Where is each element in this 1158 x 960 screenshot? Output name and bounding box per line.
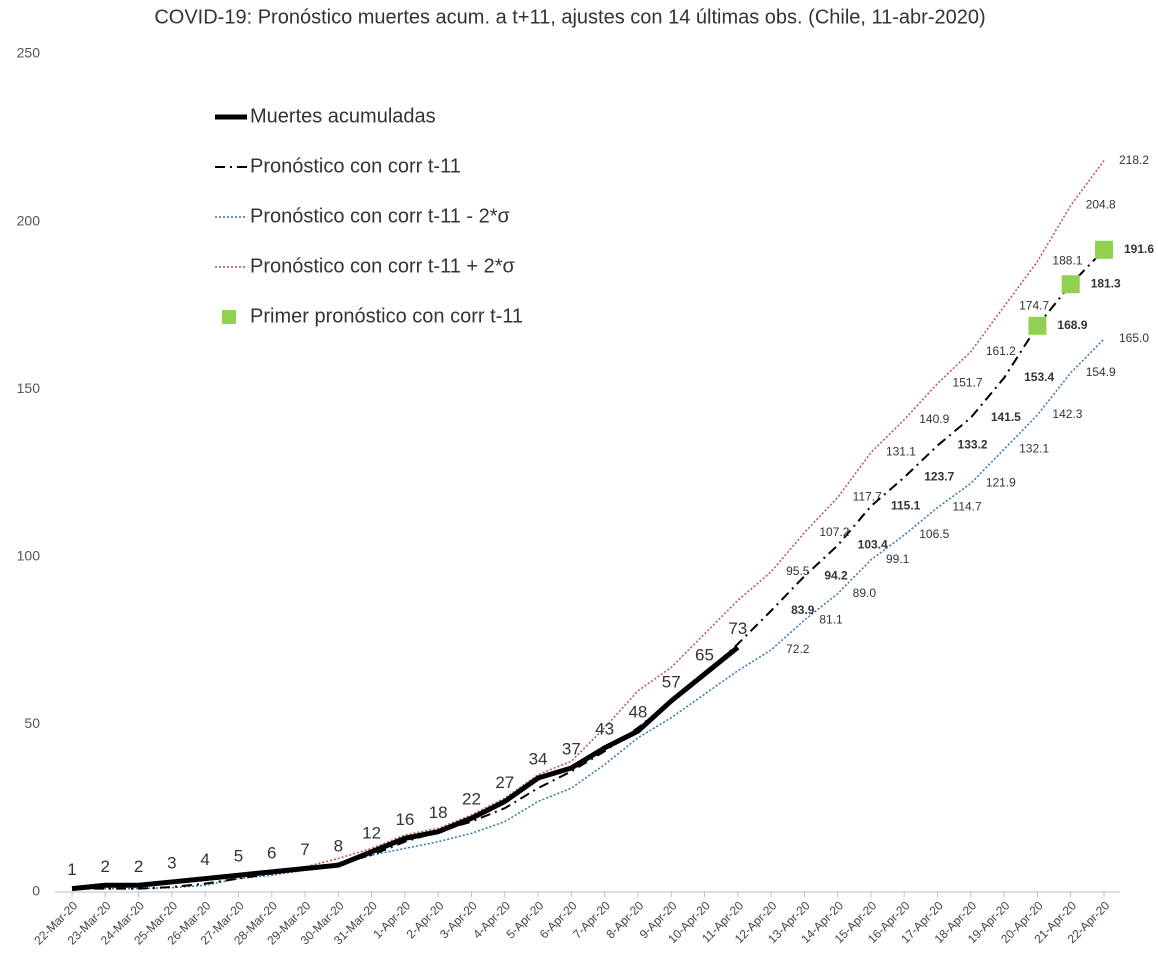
legend-label: Muertes acumuladas bbox=[250, 105, 436, 127]
data-label: 123.7 bbox=[924, 470, 954, 484]
data-label: 95.5 bbox=[786, 564, 810, 578]
legend-label: Pronóstico con corr t-11 - 2*σ bbox=[250, 205, 511, 227]
legend-swatch bbox=[222, 310, 236, 324]
legend-label: Pronóstico con corr t-11 + 2*σ bbox=[250, 255, 516, 277]
y-tick-label: 200 bbox=[17, 212, 41, 228]
series-line bbox=[71, 160, 1105, 890]
data-label: 99.1 bbox=[886, 552, 910, 566]
data-label: 27 bbox=[495, 773, 514, 792]
data-label: 22 bbox=[462, 790, 481, 809]
data-label: 65 bbox=[695, 646, 714, 665]
data-label: 3 bbox=[167, 853, 176, 872]
data-label: 107.2 bbox=[819, 525, 849, 539]
legend-label: Pronóstico con corr t-11 bbox=[250, 155, 461, 177]
data-label: 141.5 bbox=[991, 410, 1021, 424]
data-label: 151.7 bbox=[953, 376, 983, 390]
data-label: 154.9 bbox=[1086, 365, 1116, 379]
data-label: 161.2 bbox=[986, 344, 1016, 358]
data-label: 34 bbox=[529, 750, 548, 769]
data-label: 2 bbox=[134, 857, 143, 876]
data-label: 114.7 bbox=[953, 500, 982, 514]
data-label: 73 bbox=[728, 619, 747, 638]
y-tick-label: 100 bbox=[17, 548, 41, 564]
data-label: 117.7 bbox=[853, 490, 882, 504]
data-label: 204.8 bbox=[1086, 198, 1116, 212]
data-label: 103.4 bbox=[858, 538, 888, 552]
data-label: 191.6 bbox=[1124, 242, 1154, 256]
data-label: 5 bbox=[234, 847, 243, 866]
data-label: 121.9 bbox=[986, 476, 1016, 490]
data-label: 174.7 bbox=[1019, 299, 1049, 313]
legend-label: Primer pronóstico con corr t-11 bbox=[250, 305, 523, 327]
data-label: 1 bbox=[67, 860, 76, 879]
marker bbox=[1095, 240, 1113, 259]
data-label: 83.9 bbox=[791, 603, 815, 617]
data-label: 16 bbox=[395, 810, 414, 829]
marker bbox=[1061, 275, 1080, 294]
series-line bbox=[72, 249, 1105, 890]
data-label: 48 bbox=[628, 703, 647, 722]
series-line bbox=[71, 645, 740, 892]
data-label: 165.0 bbox=[1119, 331, 1149, 345]
data-label: 168.9 bbox=[1057, 318, 1087, 332]
data-label: 106.5 bbox=[919, 527, 949, 541]
data-label: 12 bbox=[362, 823, 381, 842]
y-tick-label: 250 bbox=[17, 45, 41, 61]
y-tick-label: 0 bbox=[32, 883, 40, 899]
data-label: 153.4 bbox=[1024, 370, 1054, 384]
data-label: 4 bbox=[200, 850, 209, 869]
data-label: 7 bbox=[300, 840, 309, 859]
data-label: 57 bbox=[662, 672, 681, 691]
marker bbox=[1028, 316, 1047, 335]
y-tick-label: 50 bbox=[24, 715, 40, 731]
data-label: 89.0 bbox=[853, 586, 877, 600]
data-label: 115.1 bbox=[891, 498, 921, 512]
data-label: 43 bbox=[595, 719, 614, 738]
data-label: 18 bbox=[429, 803, 448, 822]
data-label: 6 bbox=[267, 843, 276, 862]
data-label: 94.2 bbox=[824, 568, 848, 582]
data-label: 37 bbox=[562, 739, 581, 758]
data-label: 218.2 bbox=[1119, 153, 1149, 167]
data-label: 181.3 bbox=[1091, 276, 1121, 290]
data-label: 140.9 bbox=[919, 412, 949, 426]
data-label: 2 bbox=[101, 857, 110, 876]
data-label: 133.2 bbox=[958, 438, 988, 452]
data-label: 72.2 bbox=[786, 642, 810, 656]
data-label: 131.1 bbox=[886, 445, 916, 459]
data-label: 188.1 bbox=[1052, 254, 1082, 268]
data-label: 8 bbox=[334, 837, 343, 856]
data-label: 81.1 bbox=[819, 612, 843, 626]
data-label: 132.1 bbox=[1019, 441, 1049, 455]
series-line bbox=[72, 338, 1105, 890]
data-label: 142.3 bbox=[1052, 407, 1082, 421]
chart-title: COVID-19: Pronóstico muertes acum. a t+1… bbox=[154, 6, 985, 28]
y-tick-label: 150 bbox=[17, 380, 41, 396]
